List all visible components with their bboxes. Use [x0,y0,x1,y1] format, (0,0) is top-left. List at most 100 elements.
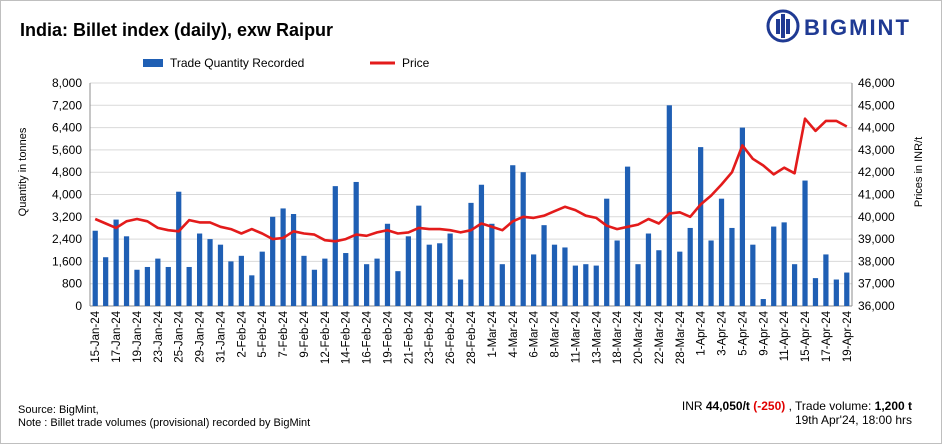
quantity-bar [781,222,787,306]
y-left-tick-label: 6,400 [52,121,82,135]
quantity-bar [343,253,349,306]
quantity-bar [593,265,599,306]
summary-volume: 1,200 t [874,399,912,413]
quantity-bar [729,227,735,306]
quantity-bar [364,264,370,306]
source-text: Source: BigMint, [18,404,99,416]
y-left-tick-label: 800 [62,277,82,291]
quantity-bar [207,239,213,306]
y-right-tick-label: 37,000 [858,277,895,291]
quantity-bar [844,272,850,306]
chart-title: India: Billet index (daily), exw Raipur [20,20,334,40]
quantity-bar [217,244,224,306]
x-tick-label: 17-Apr-24 [821,310,833,362]
quantity-bar [238,255,244,306]
legend-label-quantity: Trade Quantity Recorded [170,56,304,70]
quantity-bar [541,225,547,306]
x-tick-label: 15-Apr-24 [800,310,812,362]
price-series-line [94,117,848,243]
quantity-bar [739,127,746,306]
quantity-bar [823,254,829,306]
note-text: Note : Billet trade volumes (provisional… [18,417,311,429]
x-tick-label: 1-Apr-24 [696,310,708,355]
quantity-bar [677,251,683,306]
bigmint-logo-text: BIGMINT [804,15,911,40]
x-tick-label: 20-Mar-24 [633,310,645,364]
quantity-bar [426,244,432,306]
quantity-bar [405,236,411,306]
x-tick-label: 28-Mar-24 [675,310,687,364]
quantity-bar [92,230,98,306]
quantity-bar [259,251,265,306]
quantity-bar [478,184,485,306]
y-right-tick-label: 45,000 [858,98,895,112]
quantity-bar [395,271,401,306]
x-tick-label: 15-Jan-24 [90,310,102,362]
quantity-bar [186,266,192,306]
quantity-bar [196,233,203,306]
summary-price: 44,050/t [705,399,750,413]
quantity-bar [624,166,631,306]
quantity-bar [635,264,641,306]
quantity-bar [687,227,693,306]
quantity-bar [165,266,171,306]
x-tick-label: 3-Apr-24 [717,310,729,355]
quantity-bar [353,181,359,306]
x-tick-label: 9-Apr-24 [758,310,770,355]
y-left-axis-label: Quantity in tonnes [17,127,29,216]
x-tick-label: 23-Jan-24 [153,310,165,362]
quantity-bar [134,269,140,306]
footer-source: Source: BigMint, Note : Billet trade vol… [18,404,310,430]
x-tick-label: 2-Feb-24 [236,310,248,357]
quantity-bar [510,165,516,306]
x-tick-label: 22-Mar-24 [654,310,666,364]
quantity-bar [416,205,422,306]
x-tick-label: 6-Mar-24 [529,310,541,357]
quantity-bar [468,202,474,306]
x-tick-label: 19-Feb-24 [383,310,395,364]
x-tick-label: 29-Jan-24 [195,310,207,362]
quantity-bar [322,258,328,306]
chart-plot: Trade Quantity Recorded Price 0 800 1,600 2,… [17,56,925,364]
summary-timestamp: 19th Apr'24, 18:00 hrs [794,413,912,427]
x-tick-label: 7-Feb-24 [278,310,290,357]
quantity-bar [812,278,819,306]
quantity-bar [249,275,255,306]
bigmint-logo-icon [766,9,800,43]
quantity-bar [666,105,672,306]
quantity-bar [614,240,620,306]
x-tick-label: 28-Feb-24 [466,310,478,364]
quantity-bar [760,299,766,306]
y-right-tick-label: 44,000 [858,121,895,135]
y-left-tick-label: 8,000 [52,76,82,90]
y-right-tick-label: 38,000 [858,254,895,268]
x-tick-label: 5-Apr-24 [737,310,749,355]
quantity-bar [437,243,443,306]
bigmint-logo: BIGMINT [766,8,936,48]
quantity-bar [280,208,286,306]
quantity-bar [155,258,161,306]
x-tick-label: 11-Apr-24 [779,310,791,361]
x-tick-label: 23-Feb-24 [424,310,436,364]
x-tick-label: 13-Mar-24 [591,310,603,364]
footer-summary: INR 44,050/t (-250) , Trade volume: 1,20… [682,399,912,427]
y-right-tick-label: 36,000 [858,299,895,313]
chart-legend: Trade Quantity Recorded Price [143,56,430,70]
legend-label-price: Price [402,56,430,70]
y-left-tick-label: 4,800 [52,165,82,179]
quantity-bar [384,223,391,306]
quantity-bar [332,186,338,306]
quantity-bar [301,255,307,306]
x-tick-label: 19-Jan-24 [132,310,144,362]
legend-swatch-quantity [143,59,163,67]
x-tick-label: 21-Feb-24 [403,310,415,364]
quantity-bar [551,244,558,306]
quantity-bar [144,266,151,306]
quantity-bar [123,236,130,306]
x-tick-label: 4-Mar-24 [508,310,520,357]
y-left-tick-label: 5,600 [52,143,82,157]
quantity-bar [447,233,453,306]
quantity-bar [698,147,704,306]
y-left-tick-label: 4,000 [52,188,82,202]
y-right-tick-label: 46,000 [858,76,895,90]
